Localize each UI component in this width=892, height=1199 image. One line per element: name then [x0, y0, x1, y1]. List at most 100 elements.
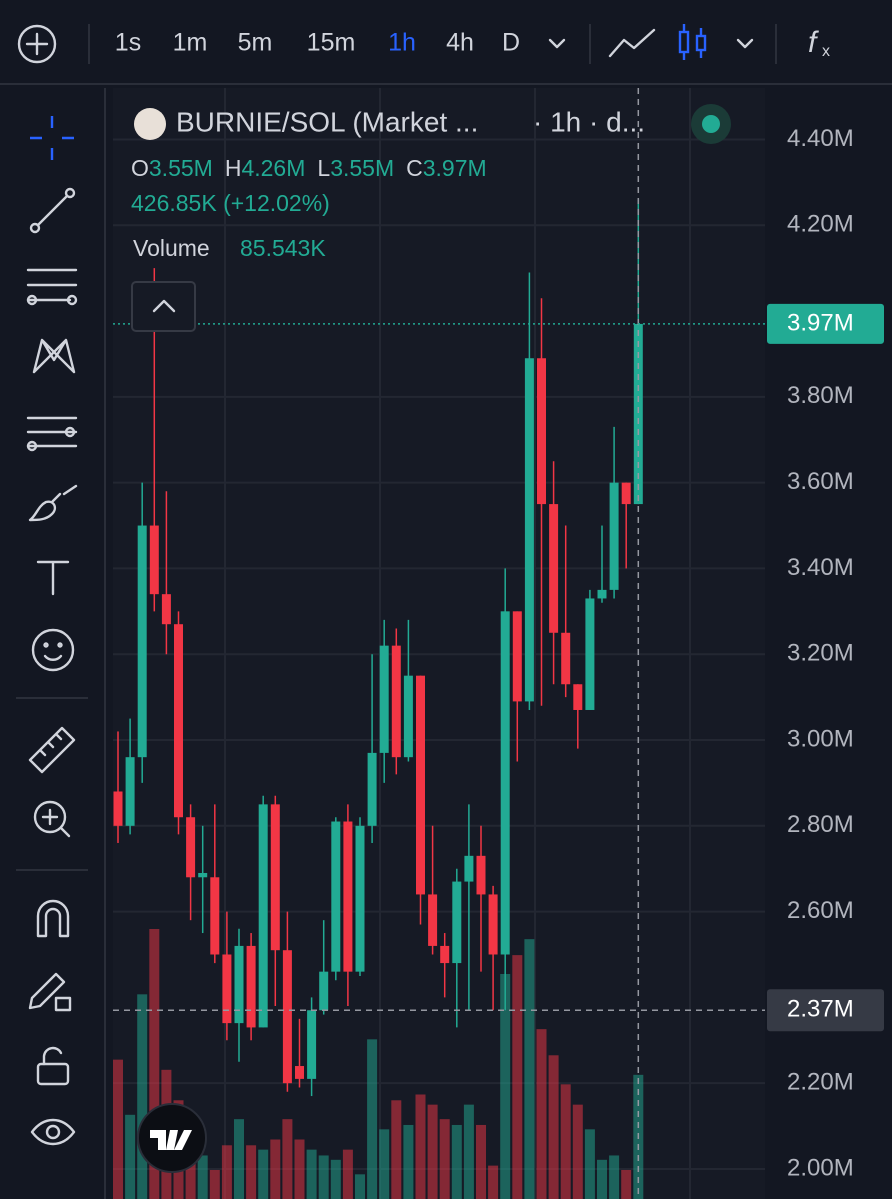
- volume-bar: [149, 929, 160, 1199]
- emoji-tool[interactable]: [31, 628, 75, 672]
- volume-bar: [270, 1139, 281, 1199]
- lock-drawing-tool[interactable]: [28, 972, 72, 1012]
- crosshair-tool[interactable]: [30, 116, 74, 160]
- ohlc-value: 3.97M: [423, 155, 487, 181]
- volume-bar: [621, 1169, 632, 1199]
- add-button[interactable]: [17, 24, 57, 64]
- volume-bar: [306, 1149, 317, 1199]
- volume-bar: [415, 1094, 426, 1199]
- candle-body: [379, 645, 389, 753]
- candle-body: [597, 589, 607, 599]
- crosshair-label: 2.37M: [787, 996, 854, 1023]
- volume-bar: [221, 1145, 232, 1199]
- prediction-tool[interactable]: [26, 416, 78, 452]
- trendline-tool[interactable]: [29, 187, 76, 234]
- candle-body: [174, 624, 183, 818]
- volume-bar: [476, 1124, 486, 1199]
- volume-bar: [282, 1119, 293, 1199]
- candle-body: [573, 684, 583, 710]
- fib-tool[interactable]: [26, 268, 78, 306]
- collapse-icon: [152, 299, 176, 313]
- candle-body: [416, 675, 425, 895]
- volume-bar: [197, 1155, 208, 1199]
- volume-bar: [355, 1174, 365, 1199]
- last-price-box: [767, 303, 884, 344]
- chart-subtitle: · 1h · d...: [533, 106, 645, 137]
- text-tool[interactable]: [36, 560, 70, 596]
- candle-body: [149, 525, 159, 595]
- icon: x: [822, 43, 830, 60]
- ohlc-value: 4.26M: [241, 155, 305, 181]
- volume-bar: [500, 974, 511, 1199]
- candle-body: [621, 482, 631, 505]
- candle-body: [282, 950, 292, 1084]
- candle-body: [476, 855, 486, 895]
- volume-bar: [488, 1165, 499, 1199]
- volume-bar: [584, 1129, 595, 1199]
- interval-button[interactable]: 1h: [388, 29, 416, 57]
- y-tick-label: 3.00M: [787, 725, 854, 752]
- brush-tool[interactable]: [28, 484, 78, 522]
- volume-bar: [330, 1159, 341, 1199]
- volume-bar: [367, 1039, 378, 1199]
- candle-body: [295, 1066, 304, 1079]
- volume-bar: [294, 1139, 305, 1199]
- candle-body: [355, 825, 365, 972]
- candle-body: [222, 954, 232, 1024]
- interval-button[interactable]: 4h: [446, 29, 474, 57]
- collapse-button[interactable]: [131, 281, 196, 332]
- y-tick-label: 2.60M: [787, 897, 854, 924]
- volume-bar: [318, 1155, 329, 1199]
- line-chart-button[interactable]: [608, 28, 656, 58]
- candle-body: [367, 752, 377, 826]
- interval-button[interactable]: D: [502, 29, 520, 57]
- candle-body: [428, 894, 438, 946]
- candle-body: [307, 1010, 317, 1079]
- ohlc-value: 3.55M: [149, 155, 213, 181]
- volume-bar: [439, 1119, 450, 1199]
- candle-body: [198, 872, 208, 878]
- volume-bar: [379, 1129, 390, 1199]
- volume-bar: [403, 1124, 414, 1199]
- lock-tool[interactable]: [36, 1046, 70, 1086]
- zoom-tool[interactable]: [33, 800, 71, 838]
- volume-value: 85.543K: [240, 235, 326, 261]
- volume-bar: [560, 1084, 571, 1199]
- volume-bar: [427, 1104, 438, 1199]
- hide-tool[interactable]: [30, 1118, 76, 1146]
- tv-logo-mark: [150, 1130, 192, 1150]
- interval-button[interactable]: 15m: [307, 29, 356, 57]
- y-tick-label: 3.80M: [787, 382, 854, 409]
- chart-type-menu[interactable]: [736, 38, 754, 49]
- status-dot: [702, 115, 720, 133]
- ohlc-legend: O3.55M H4.26M L3.55M C3.97M: [131, 155, 487, 181]
- volume-bar: [125, 1114, 136, 1199]
- candle-body: [258, 804, 268, 1028]
- y-tick-label: 4.40M: [787, 125, 854, 152]
- plot-area: [113, 88, 765, 1199]
- candle-body: [609, 482, 619, 590]
- pattern-tool[interactable]: [32, 338, 76, 374]
- interval-button[interactable]: 5m: [238, 29, 273, 57]
- volume-bar: [597, 1159, 607, 1199]
- candle-chart-button[interactable]: [678, 24, 707, 60]
- candle-body: [524, 358, 534, 702]
- candle-body: [319, 971, 329, 1011]
- volume-bar: [258, 1149, 269, 1199]
- magnet-tool[interactable]: [36, 899, 70, 938]
- volume-bar: [391, 1100, 402, 1199]
- volume-bar: [342, 1149, 353, 1199]
- ruler-tool[interactable]: [28, 726, 76, 774]
- interval-button[interactable]: 1m: [173, 29, 208, 57]
- candle-body: [537, 358, 546, 505]
- candle-body: [331, 821, 341, 972]
- candle-body: [234, 945, 244, 1024]
- y-tick-label: 3.40M: [787, 554, 854, 581]
- y-tick-label: 4.20M: [787, 211, 854, 238]
- candle-body: [464, 855, 474, 882]
- interval-menu[interactable]: [548, 38, 566, 49]
- interval-button[interactable]: 1s: [115, 29, 141, 57]
- ohlc-key: C: [406, 155, 423, 181]
- volume-bar: [451, 1124, 462, 1199]
